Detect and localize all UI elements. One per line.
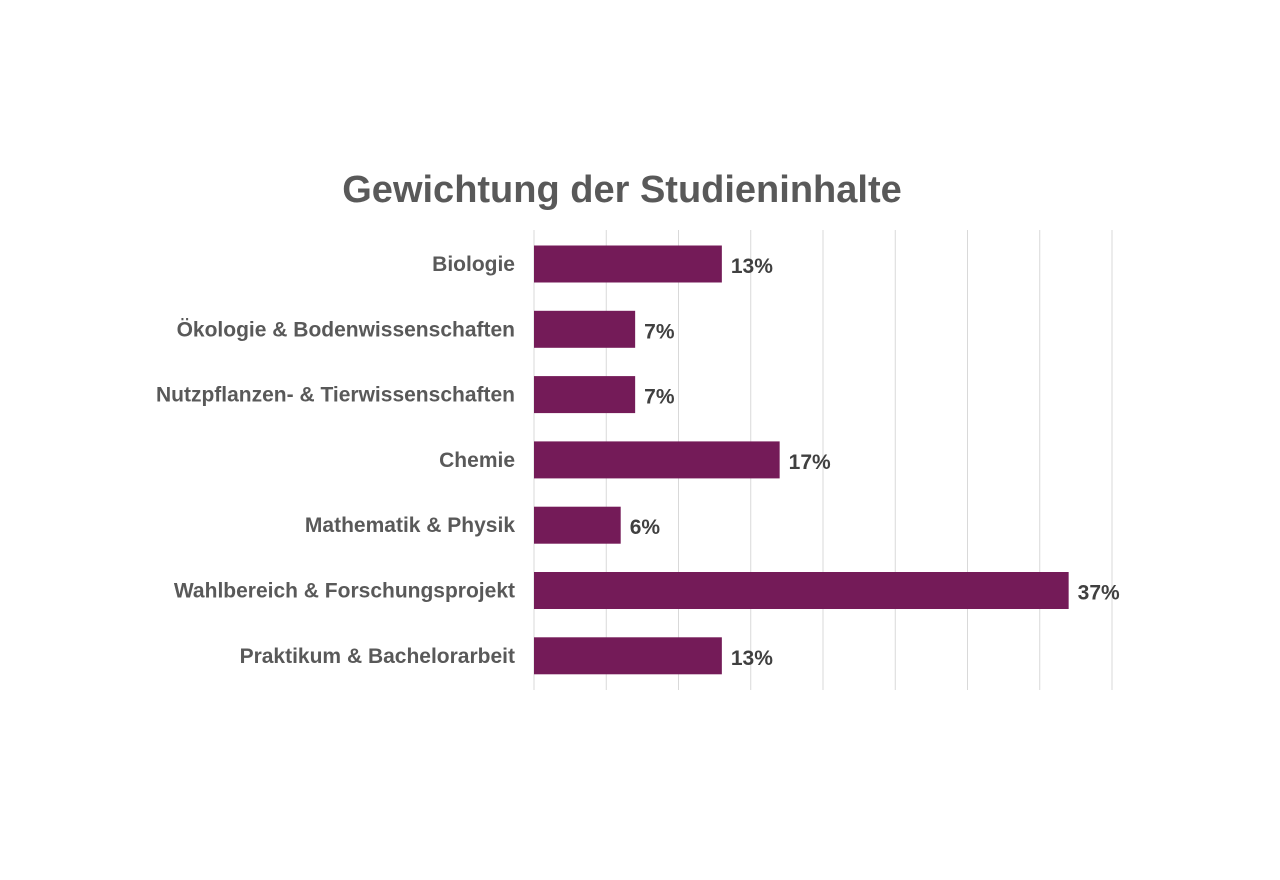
bars: [534, 245, 1069, 675]
bar: [534, 506, 621, 544]
data-label: 7%: [644, 386, 675, 409]
data-label: 37%: [1078, 582, 1120, 605]
data-labels: 13% 7% 7% 17% 6% 37% 13%: [630, 255, 1120, 670]
category-label: Chemie: [439, 449, 515, 472]
category-label: Biologie: [432, 253, 515, 276]
category-label: Nutzpflanzen- & Tierwissenschaften: [156, 384, 515, 407]
data-label: 13%: [731, 255, 773, 278]
data-label: 13%: [731, 647, 773, 670]
data-label: 17%: [789, 451, 831, 474]
bar: [534, 310, 636, 348]
chart-title: Gewichtung der Studieninhalte: [342, 169, 901, 211]
category-label: Wahlbereich & Forschungsprojekt: [174, 580, 515, 603]
gridlines: [533, 230, 1113, 690]
category-label: Mathematik & Physik: [305, 514, 515, 537]
bar: [534, 376, 636, 414]
category-label: Praktikum & Bachelorarbeit: [240, 645, 515, 668]
bar: [534, 572, 1069, 609]
data-label: 6%: [630, 516, 661, 539]
data-label: 7%: [644, 320, 675, 343]
bar: [534, 245, 722, 283]
category-labels: Biologie Ökologie & Bodenwissenschaften Nu…: [156, 253, 515, 668]
bar: [534, 441, 780, 479]
category-label: Ökologie & Bodenwissenschaften: [177, 318, 515, 341]
bar: [534, 637, 722, 675]
